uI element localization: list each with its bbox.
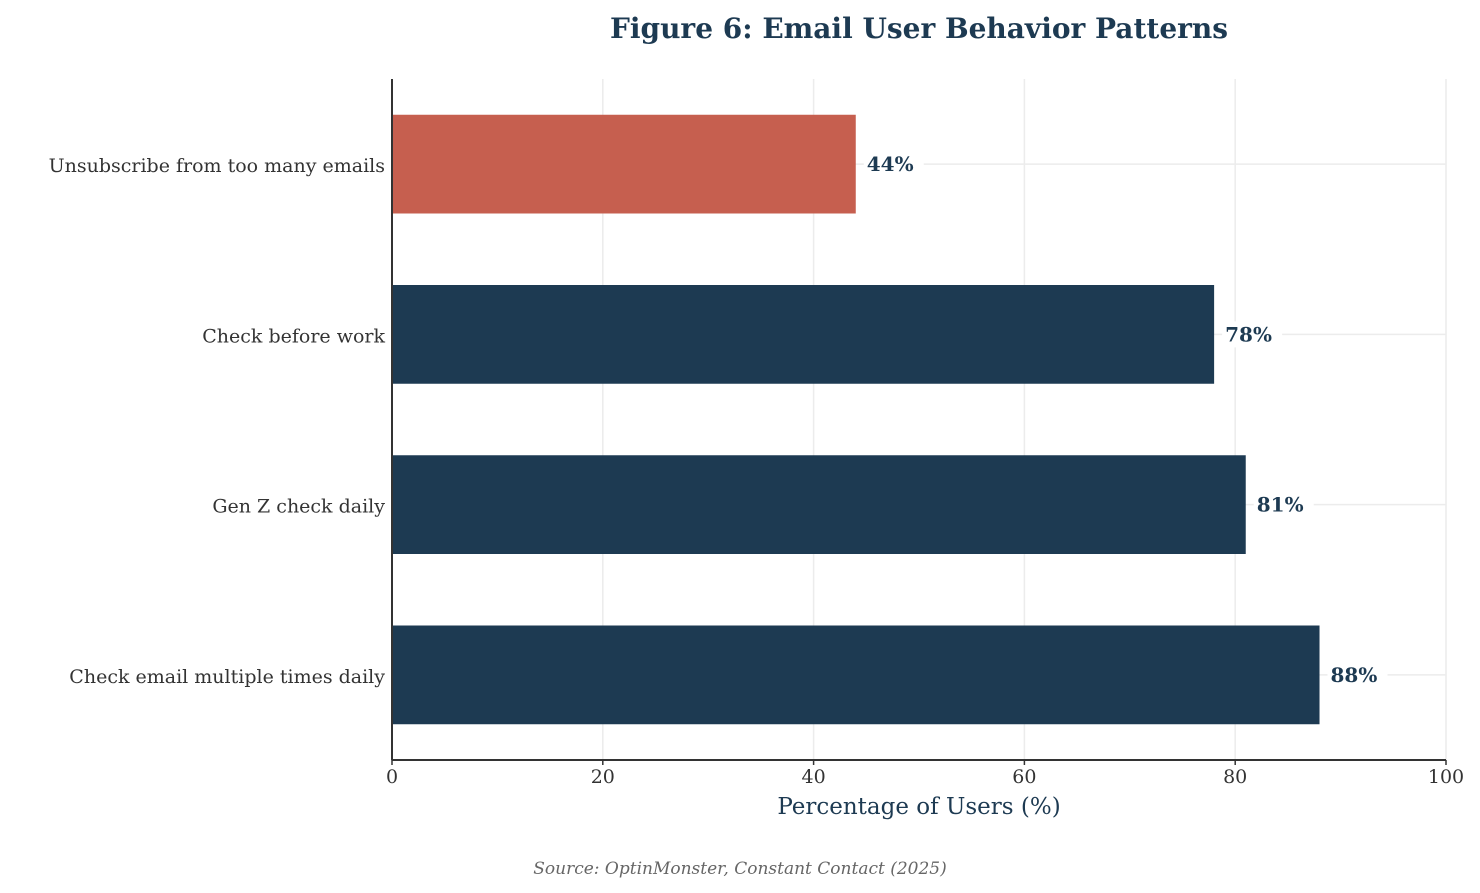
x-tick-label: 80 <box>1223 766 1247 788</box>
bars: Check email multiple times daily 88% Gen Z… <box>49 114 1388 725</box>
category-label: Check before work <box>202 325 385 347</box>
data-label-background <box>1327 661 1388 688</box>
chart-title: Figure 6: Email User Behavior Patterns <box>610 12 1228 45</box>
source-note: Source: OptinMonster, Constant Contact (… <box>533 859 947 879</box>
data-label-background <box>863 151 924 178</box>
x-tick-label: 100 <box>1428 766 1464 788</box>
category-label: Check email multiple times daily <box>69 666 385 688</box>
category-label: Unsubscribe from too many emails <box>49 155 385 177</box>
bar <box>392 285 1215 384</box>
data-label-background <box>1222 321 1283 348</box>
data-label: 78% <box>1225 322 1272 346</box>
data-label-background <box>1253 491 1314 518</box>
bar <box>392 625 1320 725</box>
data-label: 81% <box>1257 493 1304 517</box>
x-tick-label: 40 <box>802 766 826 788</box>
x-tick-label: 60 <box>1012 766 1036 788</box>
data-label: 88% <box>1331 663 1378 687</box>
bar <box>392 114 856 214</box>
x-tick-label: 0 <box>386 766 398 788</box>
bar <box>392 455 1246 554</box>
category-label: Gen Z check daily <box>212 496 385 518</box>
x-axis-label: Percentage of Users (%) <box>777 794 1060 820</box>
data-label: 44% <box>867 152 914 176</box>
x-ticks: 0 20 40 60 80 100 <box>386 760 1464 788</box>
x-tick-label: 20 <box>591 766 615 788</box>
